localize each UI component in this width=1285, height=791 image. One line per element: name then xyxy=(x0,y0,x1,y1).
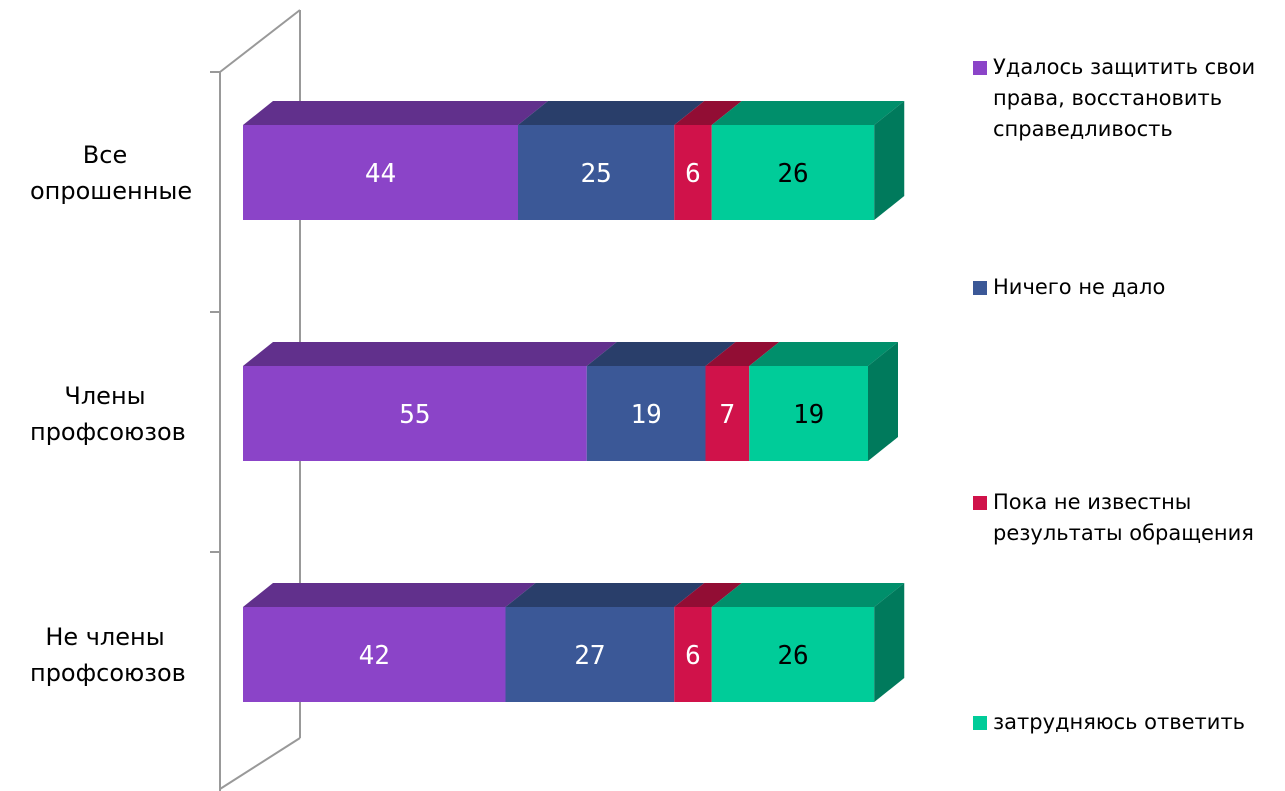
bar-top xyxy=(711,101,905,125)
bar-segment xyxy=(674,125,712,220)
legend-swatch xyxy=(973,281,987,295)
bar-top xyxy=(243,342,617,366)
value-label: 6 xyxy=(685,159,701,189)
bar-top xyxy=(586,342,736,366)
bar-segment xyxy=(518,125,675,220)
legend-label: Удалось защитить свои права, восстановит… xyxy=(993,55,1256,141)
bar-top xyxy=(674,101,742,125)
legend-label: затрудняюсь ответить xyxy=(993,710,1246,734)
bar-segment xyxy=(674,607,712,702)
bar-segment xyxy=(586,366,706,461)
bar-side xyxy=(874,583,905,702)
bar-top xyxy=(705,342,780,366)
value-label: 25 xyxy=(580,159,611,189)
bar-top xyxy=(505,583,705,607)
category-label: Не члены профсоюзов xyxy=(30,622,186,687)
legend-label: Пока не известны результаты обращения xyxy=(993,490,1254,545)
value-label: 55 xyxy=(399,400,430,430)
value-label: 42 xyxy=(359,641,390,671)
value-label: 27 xyxy=(574,641,605,671)
legend-label: Ничего не дало xyxy=(993,275,1166,299)
bar-top xyxy=(518,101,705,125)
bar-segment xyxy=(243,366,587,461)
category-label: Все опрошенные xyxy=(30,140,193,205)
bar-segment xyxy=(505,607,675,702)
value-label: 6 xyxy=(685,641,701,671)
bar-segment xyxy=(243,125,518,220)
value-label: 26 xyxy=(777,159,808,189)
bar-side xyxy=(874,101,905,220)
bar-segment xyxy=(705,366,750,461)
bar-segment xyxy=(711,607,875,702)
bar-top xyxy=(243,583,536,607)
legend-swatch xyxy=(973,716,987,730)
bar-segment xyxy=(749,366,868,461)
bar-segment xyxy=(243,607,506,702)
bar-segment xyxy=(711,125,875,220)
value-label: 26 xyxy=(777,641,808,671)
bar-top xyxy=(243,101,548,125)
legend-swatch xyxy=(973,496,987,510)
bar-side xyxy=(868,342,898,461)
value-label: 19 xyxy=(630,400,661,430)
bar-top xyxy=(674,583,742,607)
bar-top xyxy=(749,342,898,366)
value-label: 19 xyxy=(793,400,824,430)
category-label: Члены профсоюзов xyxy=(30,381,186,446)
legend-swatch xyxy=(973,61,987,75)
bar-top xyxy=(711,583,905,607)
value-label: 7 xyxy=(720,400,736,430)
value-label: 44 xyxy=(365,159,396,189)
